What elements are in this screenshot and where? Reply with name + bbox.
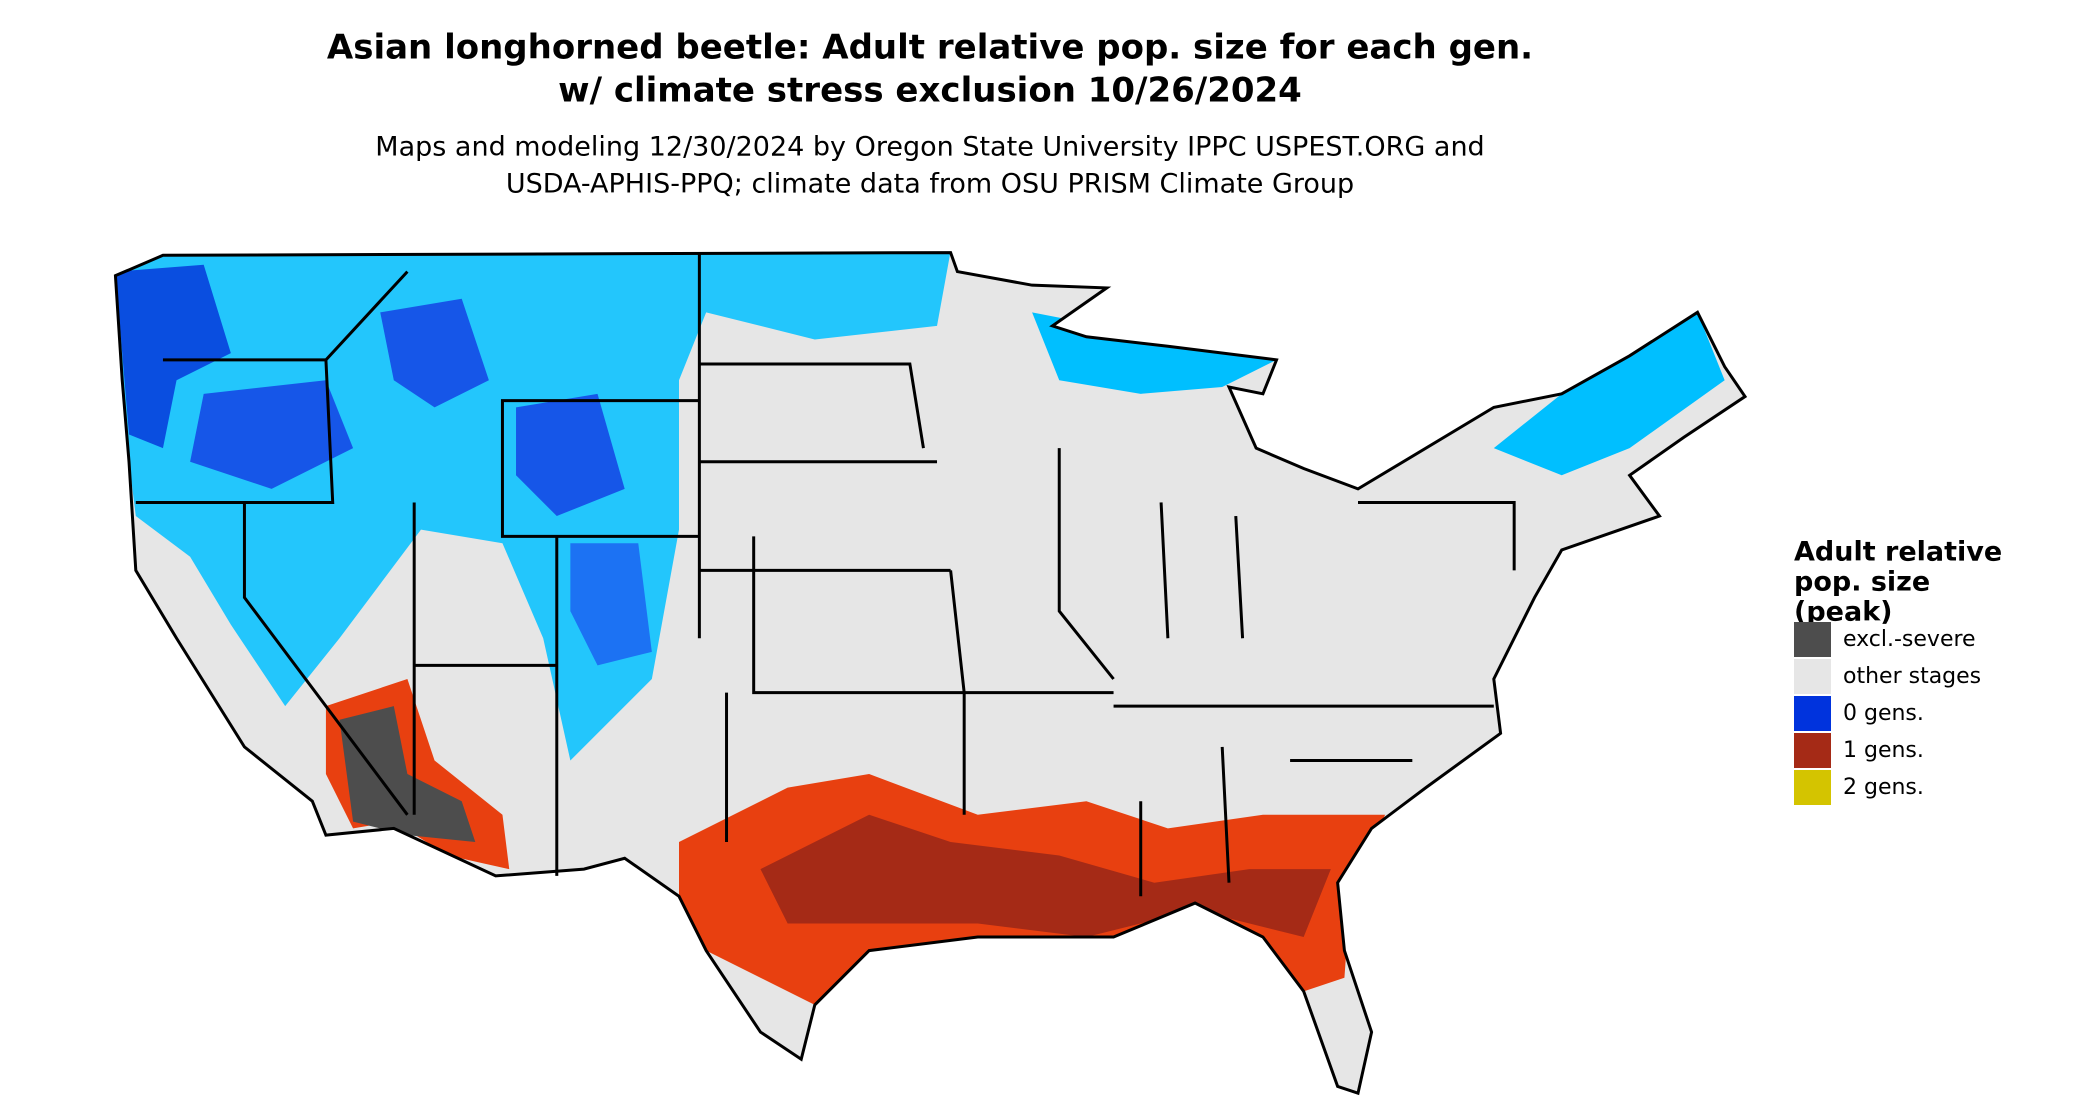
legend-title: pop. size: [1794, 567, 1930, 598]
title: w/ climate stress exclusion 10/26/2024: [558, 71, 1302, 111]
legend-label: other stages: [1843, 664, 1981, 689]
legend-swatch: [1794, 770, 1831, 805]
legend-label: 0 gens.: [1843, 701, 1924, 726]
subtitle: USDA-APHIS-PPQ; climate data from OSU PR…: [506, 169, 1354, 200]
legend-swatch: [1794, 659, 1831, 694]
subtitle: Maps and modeling 12/30/2024 by Oregon S…: [375, 132, 1484, 163]
legend-label: 2 gens.: [1843, 775, 1924, 800]
map: [113, 251, 1747, 1095]
legend-swatch: [1794, 733, 1831, 768]
legend-swatch: [1794, 622, 1831, 657]
legend-label: excl.-severe: [1843, 627, 1976, 652]
legend-label: 1 gens.: [1843, 738, 1924, 763]
title: Asian longhorned beetle: Adult relative …: [327, 28, 1533, 68]
borders: [113, 251, 1747, 1095]
legend-title: Adult relative: [1794, 537, 2002, 568]
legend-swatch: [1794, 696, 1831, 731]
